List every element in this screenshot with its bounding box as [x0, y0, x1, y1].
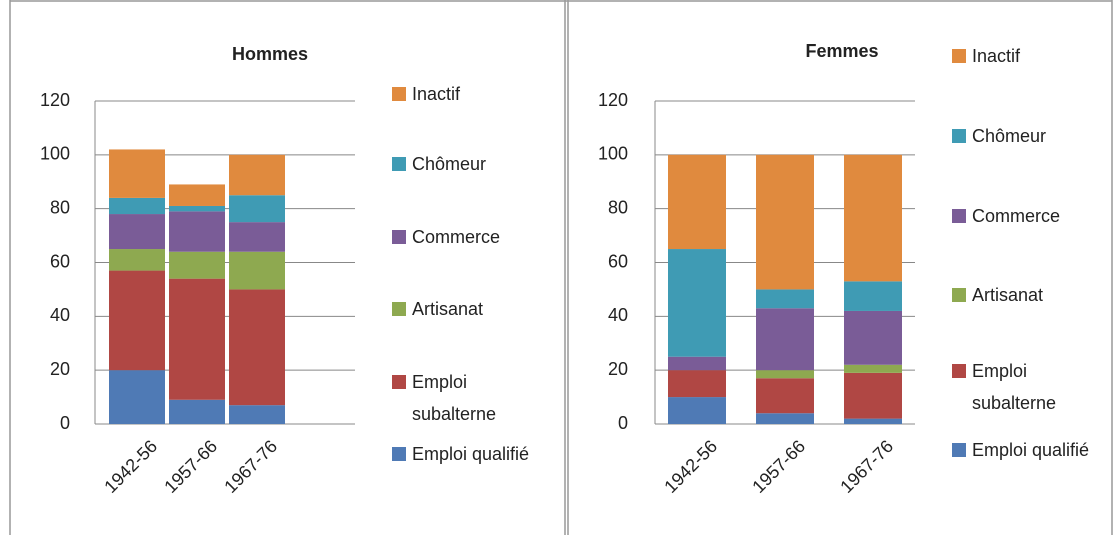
legend-item: Emploi qualifié: [952, 434, 1092, 466]
legend-item: Emploi qualifié: [392, 438, 532, 470]
y-tick-label: 100: [40, 144, 70, 164]
legend-item: Artisanat: [392, 293, 532, 325]
legend-swatch: [952, 288, 966, 302]
legend-item: Emploi subalterne: [952, 355, 1092, 419]
legend-label: Emploi subalterne: [412, 372, 497, 424]
chart-title: Hommes: [232, 44, 308, 64]
legend-label: Emploi qualifié: [972, 440, 1090, 460]
bar-segment: [668, 370, 726, 398]
y-tick-label: 0: [60, 413, 70, 433]
legend-swatch: [392, 230, 406, 244]
bar-segment: [229, 405, 285, 424]
chart-title: Femmes: [805, 41, 878, 61]
bar-segment: [756, 289, 814, 309]
bar-segment: [844, 310, 902, 365]
legend-swatch: [392, 375, 406, 389]
legend-item: Inactif: [392, 78, 532, 110]
y-tick-label: 40: [50, 305, 70, 325]
x-tick-label: 1957-66: [160, 436, 221, 497]
y-tick-label: 20: [50, 359, 70, 379]
legend-label: Emploi qualifié: [412, 444, 530, 464]
bar-segment: [756, 378, 814, 414]
legend-swatch: [392, 87, 406, 101]
y-tick-label: 60: [50, 251, 70, 271]
x-tick-label: 1957-66: [748, 436, 809, 497]
legend-item: Chômeur: [952, 120, 1092, 152]
legend-item: Commerce: [392, 221, 532, 253]
bar-segment: [668, 356, 726, 371]
bar-segment: [756, 154, 814, 290]
bar-segment: [109, 270, 165, 371]
bar-segment: [844, 364, 902, 373]
bar-segment: [169, 399, 225, 424]
y-tick-label: 80: [608, 197, 628, 217]
y-tick-label: 0: [618, 413, 628, 433]
legend-item: Inactif: [952, 40, 1092, 72]
y-tick-label: 60: [608, 251, 628, 271]
bar-segment: [229, 154, 285, 196]
bar-segment: [668, 154, 726, 250]
x-tick-label: 1967-76: [220, 436, 281, 497]
legend-label: Artisanat: [412, 299, 484, 319]
bar-segment: [229, 251, 285, 290]
bar-segment: [756, 308, 814, 371]
y-tick-label: 20: [608, 359, 628, 379]
bar-segment: [109, 149, 165, 198]
legend-label: Emploi subalterne: [972, 361, 1057, 413]
legend-item: Artisanat: [952, 279, 1092, 311]
bar-segment: [229, 195, 285, 223]
y-tick-label: 120: [40, 90, 70, 110]
legend-swatch: [392, 157, 406, 171]
legend-swatch: [392, 447, 406, 461]
legend-swatch: [392, 302, 406, 316]
x-tick-label: 1942-56: [660, 436, 721, 497]
legend-swatch: [952, 49, 966, 63]
bar-segment: [169, 278, 225, 400]
legend-item: Commerce: [952, 200, 1092, 232]
bar-segment: [169, 184, 225, 206]
legend-label: Inactif: [972, 46, 1021, 66]
bar-segment: [109, 214, 165, 250]
legend-label: Chômeur: [972, 126, 1047, 146]
bar-segment: [756, 413, 814, 424]
y-tick-label: 100: [598, 144, 628, 164]
legend-item: Emploi subalterne: [392, 366, 532, 430]
legend-label: Commerce: [972, 206, 1061, 226]
bar-segment: [169, 205, 225, 212]
y-tick-label: 40: [608, 305, 628, 325]
bar-segment: [844, 372, 902, 419]
legend-swatch: [952, 209, 966, 223]
bar-segment: [229, 222, 285, 252]
bar-segment: [756, 370, 814, 379]
bar-segment: [844, 281, 902, 311]
bar-segment: [668, 397, 726, 424]
legend-label: Chômeur: [412, 154, 487, 174]
bar-segment: [844, 154, 902, 282]
legend-item: Chômeur: [392, 148, 532, 180]
legend-swatch: [952, 129, 966, 143]
y-tick-label: 80: [50, 197, 70, 217]
bar-segment: [844, 418, 902, 424]
bar-segment: [668, 249, 726, 357]
legend-label: Inactif: [412, 84, 461, 104]
bar-segment: [169, 251, 225, 279]
legend-swatch: [952, 364, 966, 378]
legend-label: Commerce: [412, 227, 501, 247]
bar-segment: [229, 289, 285, 406]
y-tick-label: 120: [598, 90, 628, 110]
bar-segment: [109, 249, 165, 271]
legend-label: Artisanat: [972, 285, 1044, 305]
x-tick-label: 1942-56: [100, 436, 161, 497]
x-tick-label: 1967-76: [836, 436, 897, 497]
legend-swatch: [952, 443, 966, 457]
bar-segment: [169, 211, 225, 252]
bar-segment: [109, 197, 165, 215]
bar-segment: [109, 370, 165, 424]
